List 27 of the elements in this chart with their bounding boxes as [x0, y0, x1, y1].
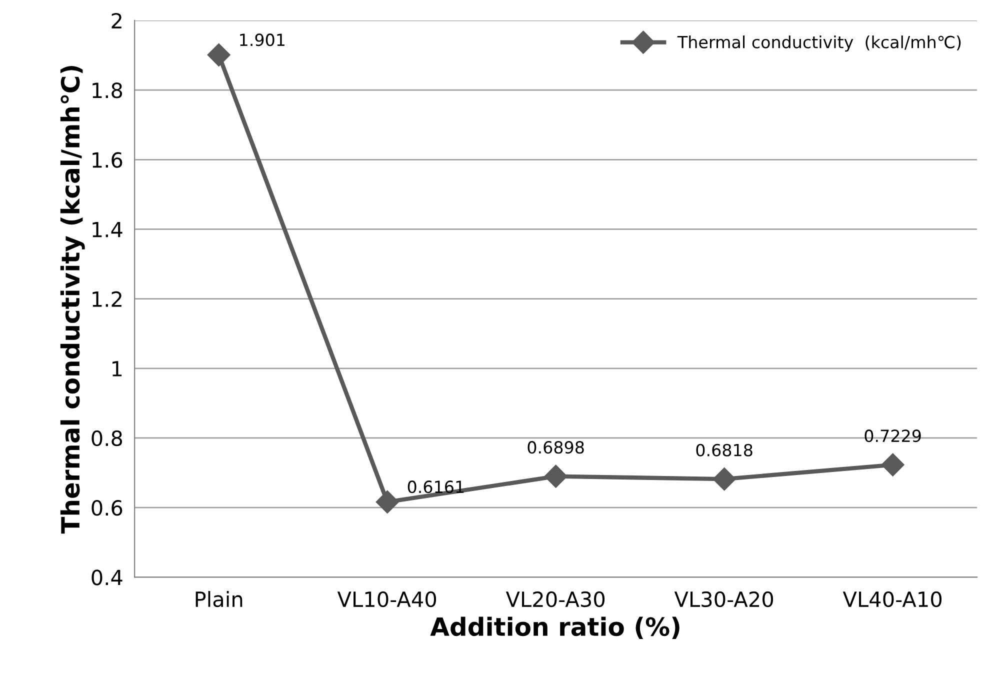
x-tick-label: VL20-A30	[506, 591, 605, 608]
y-axis-title: Thermal conductivity (kcal/mh℃)	[60, 66, 85, 534]
y-tick-label: 1.8	[92, 82, 122, 98]
y-tick-label: 0.6	[92, 500, 122, 516]
point	[376, 490, 399, 514]
y-tick-label: 1.2	[92, 291, 122, 307]
legend-label: Thermal conductivity (kcal/mh℃)	[677, 35, 961, 52]
y-tick-label: 1.4	[92, 222, 122, 238]
y-tick-label: 1	[112, 361, 122, 376]
x-tick-label: VL10-A40	[337, 591, 436, 608]
data-label: 0.6898	[528, 441, 584, 454]
x-tick-label: VL40-A10	[842, 591, 942, 608]
data-label: 0.6818	[696, 444, 752, 456]
data-label: 1.901	[240, 34, 284, 46]
y-tick-label: 2	[112, 12, 122, 28]
y-tick-label: 0.4	[92, 570, 122, 586]
x-tick-label: Plain	[196, 591, 242, 608]
point	[712, 468, 736, 491]
y-tick-label: 0.8	[92, 430, 122, 446]
point	[544, 464, 568, 488]
point	[881, 453, 904, 476]
y-tick-label: 1.6	[92, 152, 122, 168]
data-label: 0.6161	[408, 480, 464, 494]
data-label: 0.7229	[864, 430, 921, 442]
x-tick-label: VL30-A20	[674, 591, 774, 608]
point	[207, 43, 230, 66]
x-axis-title: Addition ratio (%)	[430, 616, 680, 640]
